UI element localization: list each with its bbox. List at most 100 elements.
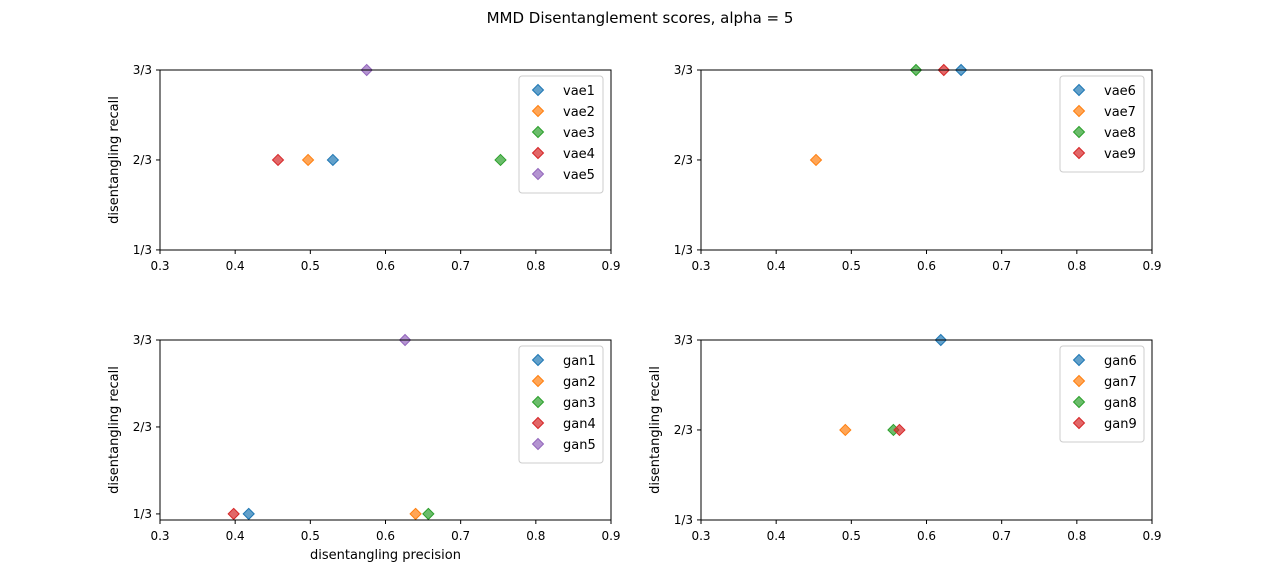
x-tick-label: 0.4 <box>226 259 245 273</box>
x-tick-label: 0.7 <box>451 259 470 273</box>
legend-label-vae2: vae2 <box>563 105 595 120</box>
x-tick-label: 0.5 <box>842 259 861 273</box>
point-gan1 <box>242 507 255 521</box>
point-vae4 <box>271 153 285 167</box>
legend-marker-gan1 <box>531 353 545 367</box>
point-vae3 <box>494 153 507 167</box>
y-tick-label: 1/3 <box>133 507 152 521</box>
x-tick-label: 0.8 <box>1067 259 1086 273</box>
x-tick-label: 0.9 <box>601 259 620 273</box>
y-tick-label: 1/3 <box>674 243 693 257</box>
legend-marker-gan8 <box>1072 395 1086 409</box>
x-tick-label: 0.8 <box>526 259 545 273</box>
y-tick-label: 2/3 <box>133 153 152 167</box>
x-tick-label: 0.4 <box>767 529 786 543</box>
legend-marker-vae3 <box>531 125 545 139</box>
point-vae1 <box>326 153 340 167</box>
point-gan4 <box>227 507 240 521</box>
legend-label-gan4: gan4 <box>563 417 596 432</box>
x-tick-label: 0.6 <box>917 259 936 273</box>
legend-label-gan5: gan5 <box>563 438 596 453</box>
point-gan2 <box>409 507 422 521</box>
x-tick-label: 0.9 <box>601 529 620 543</box>
legend: gan1 gan2 gan3 gan4 gan5 <box>518 345 604 464</box>
legend-marker-vae2 <box>531 104 545 118</box>
point-gan7 <box>839 423 852 437</box>
legend: vae1 vae2 vae3 vae4 vae5 <box>518 75 604 194</box>
legend-marker-vae9 <box>1072 146 1086 160</box>
legend-label-gan1: gan1 <box>563 354 596 369</box>
legend-label-vae3: vae3 <box>563 126 595 141</box>
point-vae7 <box>809 153 823 167</box>
x-tick-label: 0.4 <box>767 259 786 273</box>
x-axis-label: disentangling precision <box>310 548 461 563</box>
x-tick-label: 0.7 <box>992 259 1011 273</box>
x-tick-label: 0.7 <box>451 529 470 543</box>
subplot-3: 0.3 0.4 0.5 0.6 0.7 0.8 0.9 1/3 2/3 3/3 disentangl… <box>107 333 621 563</box>
legend-label-vae8: vae8 <box>1104 126 1136 141</box>
y-tick-label: 3/3 <box>674 333 693 347</box>
subplot-2: 0.3 0.4 0.5 0.6 0.7 0.8 0.91/32/33/3vae6vae7va… <box>674 63 1162 273</box>
legend: gan6 gan7 gan8 gan9 <box>1059 345 1145 443</box>
legend-label-vae5: vae5 <box>563 168 595 183</box>
point-vae2 <box>301 153 315 167</box>
y-tick-label: 1/3 <box>674 513 693 527</box>
subplot-4: 0.3 0.4 0.5 0.6 0.7 0.8 0.9 1/3 2/3 3/3 disentangl… <box>648 333 1162 543</box>
x-tick-label: 0.6 <box>376 529 395 543</box>
subplot-1: 0.3 0.4 0.5 0.6 0.7 0.8 0.9 1/3 2/3 3/3 disentangl… <box>107 63 621 273</box>
legend-label-gan8: gan8 <box>1104 396 1137 411</box>
x-tick-label: 0.4 <box>226 529 245 543</box>
x-tick-label: 0.3 <box>150 529 169 543</box>
point-gan3 <box>422 507 435 521</box>
legend-marker-vae6 <box>1072 83 1086 97</box>
legend-label-vae4: vae4 <box>563 147 595 162</box>
legend-box <box>518 345 604 464</box>
x-tick-label: 0.7 <box>992 529 1011 543</box>
legend-label-gan3: gan3 <box>563 396 596 411</box>
legend-marker-gan9 <box>1072 416 1086 430</box>
legend-label-gan9: gan9 <box>1104 417 1137 432</box>
legend-label-gan7: gan7 <box>1104 375 1137 390</box>
subplots: 0.3 0.4 0.5 0.6 0.7 0.8 0.9 1/3 2/3 3/3 disentangl… <box>107 63 1162 563</box>
legend-label-vae6: vae6 <box>1104 84 1136 99</box>
point-gan9 <box>893 423 906 437</box>
x-tick-label: 0.5 <box>301 259 320 273</box>
legend-box <box>1059 345 1145 443</box>
x-tick-label: 0.3 <box>691 259 710 273</box>
legend-marker-vae1 <box>531 83 545 97</box>
legend-label-vae7: vae7 <box>1104 105 1136 120</box>
x-tick-label: 0.5 <box>842 529 861 543</box>
legend-box <box>518 75 604 194</box>
legend-marker-vae5 <box>531 167 545 181</box>
y-axis-label: disentangling recall <box>107 366 122 494</box>
y-tick-label: 2/3 <box>674 423 693 437</box>
y-tick-label: 2/3 <box>674 153 693 167</box>
x-tick-label: 0.8 <box>1067 529 1086 543</box>
x-tick-label: 0.3 <box>691 529 710 543</box>
legend-marker-gan2 <box>531 374 545 388</box>
legend-marker-vae7 <box>1072 104 1086 118</box>
y-tick-label: 3/3 <box>133 333 152 347</box>
legend-box <box>1059 75 1145 173</box>
legend-marker-vae8 <box>1072 125 1086 139</box>
x-tick-label: 0.9 <box>1142 529 1161 543</box>
legend-label-gan6: gan6 <box>1104 354 1137 369</box>
legend: vae6 vae7 vae8 vae9 <box>1059 75 1145 173</box>
y-tick-label: 2/3 <box>133 420 152 434</box>
x-tick-label: 0.5 <box>301 529 320 543</box>
figure-title: MMD Disentanglement scores, alpha = 5 <box>487 9 794 27</box>
x-tick-label: 0.9 <box>1142 259 1161 273</box>
y-tick-label: 1/3 <box>133 243 152 257</box>
legend-marker-gan5 <box>531 437 545 451</box>
y-axis-label: disentangling recall <box>648 366 663 494</box>
y-tick-label: 3/3 <box>674 63 693 77</box>
legend-marker-gan4 <box>531 416 545 430</box>
legend-marker-vae4 <box>531 146 545 160</box>
x-tick-label: 0.3 <box>150 259 169 273</box>
legend-label-gan2: gan2 <box>563 375 596 390</box>
legend-label-vae9: vae9 <box>1104 147 1136 162</box>
y-tick-label: 3/3 <box>133 63 152 77</box>
y-axis-label: disentangling recall <box>107 96 122 224</box>
legend-marker-gan7 <box>1072 374 1086 388</box>
